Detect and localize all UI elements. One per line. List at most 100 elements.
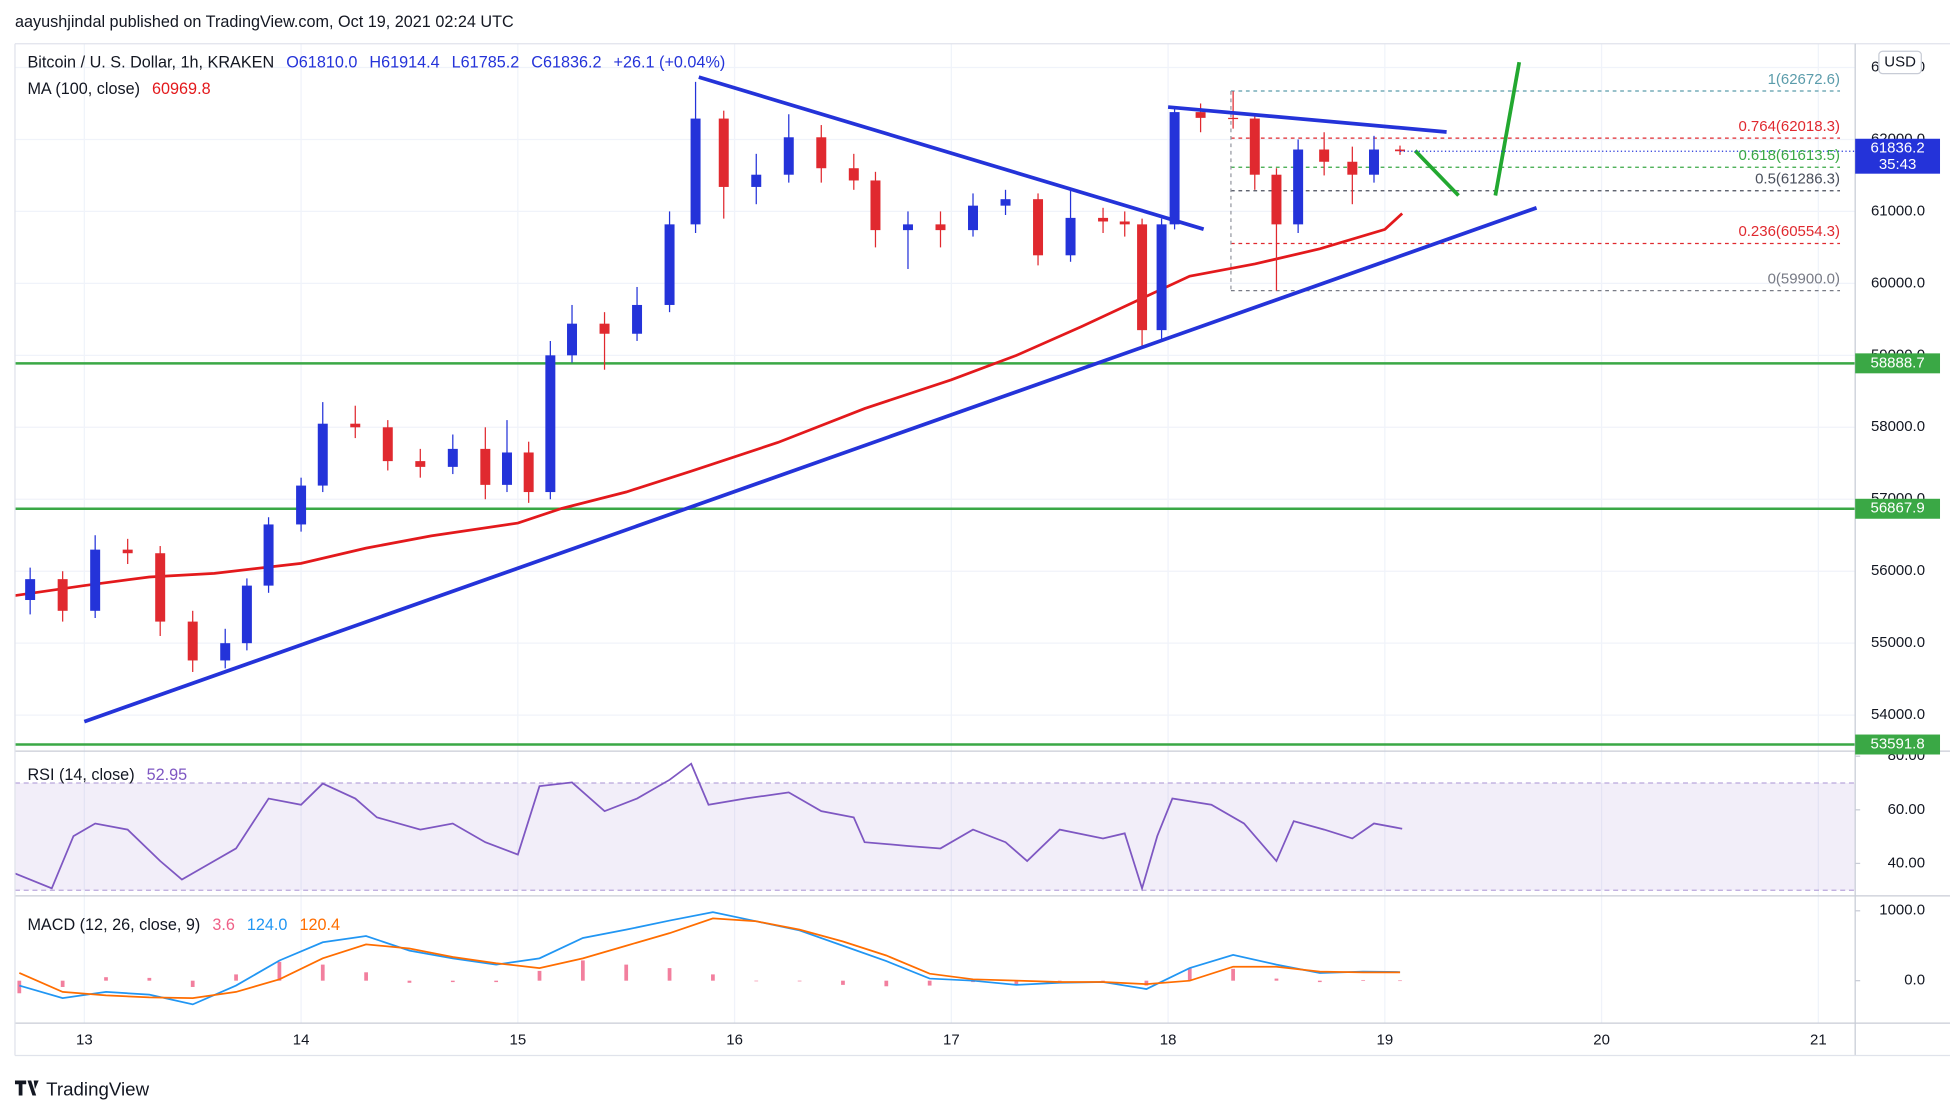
candle-body [382, 427, 393, 462]
fib-label: 0.618(61613.5) [1738, 147, 1840, 164]
logo-mark [14, 1080, 39, 1096]
candle-body [57, 579, 68, 611]
last-price-label: 61836.2 [1871, 140, 1925, 157]
legend-ma: MA (100, close) 60969.8 [27, 80, 210, 98]
macd-histogram-bar [927, 980, 932, 986]
candle-body [1369, 149, 1379, 175]
macd-histogram-bar [754, 980, 759, 982]
macd-histogram-bar [17, 980, 22, 994]
trendline [1413, 149, 1460, 197]
candle-body [25, 579, 36, 601]
macd-value: 124.0 [247, 916, 288, 934]
rsi-band [14, 783, 1856, 891]
macd-histogram-bar [667, 968, 672, 981]
last-price-tag [1855, 138, 1941, 174]
currency-box [1878, 50, 1922, 75]
fib-label: 0.764(62018.3) [1738, 118, 1840, 135]
macd-histogram-bar [407, 980, 412, 983]
candle-body [664, 224, 675, 305]
candle-body [567, 323, 578, 356]
candle-body [350, 423, 361, 428]
candle-body [599, 323, 610, 334]
low-value: L61785.2 [452, 54, 520, 72]
macd-histogram-bar [537, 970, 542, 981]
open-value: O61810.0 [286, 54, 357, 72]
candle-body [902, 224, 913, 231]
x-tick-label: 19 [1377, 1032, 1394, 1049]
signal-value: 120.4 [299, 916, 340, 934]
macd-histogram-bar [1231, 968, 1235, 981]
candle-body [968, 205, 978, 231]
y-tick-label: 58000.0 [1871, 418, 1925, 435]
macd-histogram-bar [1014, 980, 1019, 985]
candle-body [415, 461, 426, 467]
macd-histogram-bar [1057, 980, 1062, 982]
macd-histogram-bar [234, 974, 238, 981]
symbol-title: Bitcoin / U. S. Dollar, 1h, KRAKEN [27, 54, 274, 72]
close-value: C61836.2 [531, 54, 601, 72]
trendline [698, 75, 1205, 231]
macd-histogram-bar [277, 961, 282, 981]
candle-body [751, 174, 762, 187]
macd-histogram-bar [624, 964, 629, 981]
candle-body [1137, 224, 1148, 331]
candle-body [783, 137, 794, 175]
candle-body [545, 355, 556, 493]
candle-body [1000, 199, 1011, 206]
candle-body [296, 485, 307, 525]
candle-body [523, 452, 534, 493]
candle-body [1347, 161, 1358, 175]
candle-body [241, 585, 252, 644]
macd-line [18, 917, 1401, 1000]
trendline [1493, 61, 1522, 196]
candle-body [690, 118, 701, 225]
rsi-value: 52.95 [147, 766, 188, 784]
legend-macd: MACD (12, 26, close, 9) 3.6 124.0 120.4 [27, 916, 340, 934]
level-tag-label: 58888.7 [1871, 354, 1925, 371]
candle-body [502, 452, 512, 485]
fib-label: 0.5(61286.3) [1755, 171, 1840, 188]
candle-body [848, 168, 859, 181]
candle-body [816, 137, 827, 169]
x-tick-label: 15 [510, 1032, 527, 1049]
candle-body [480, 448, 491, 485]
macd-histogram-bar [1274, 978, 1279, 981]
candle-body [718, 118, 729, 187]
level-tag-label: 56867.9 [1871, 500, 1925, 517]
candle-body [1293, 149, 1304, 225]
macd-histogram-bar [711, 974, 715, 981]
currency-label: USD [1884, 53, 1916, 70]
rsi-name: RSI (14, close) [27, 766, 134, 784]
macd-histogram-bar [147, 977, 152, 981]
fib-label: 0.236(60554.3) [1738, 223, 1840, 240]
x-tick-label: 16 [726, 1032, 743, 1049]
macd-histogram-bar [60, 980, 65, 987]
candle-body [220, 643, 231, 661]
macd-line [19, 911, 1401, 1006]
candle-body [187, 621, 198, 661]
macd-histogram-bar [841, 980, 845, 985]
countdown-label: 35:43 [1879, 156, 1916, 173]
published-note: aayushjindal published on TradingView.co… [15, 13, 514, 31]
fib-label: 0(59900.0) [1768, 270, 1840, 287]
candle-body [155, 553, 166, 622]
change-value: +26.1 (+0.04%) [614, 54, 726, 72]
macd-histogram-bar [1317, 980, 1322, 983]
level-tag [1855, 353, 1941, 374]
macd-histogram-bar [1101, 980, 1105, 982]
x-tick-label: 21 [1810, 1032, 1827, 1049]
macd-histogram-bar [1398, 980, 1402, 982]
macd-histogram-bar [364, 972, 368, 981]
footer-brand: TradingView [46, 1078, 149, 1099]
legend-symbol: Bitcoin / U. S. Dollar, 1h, KRAKEN O6181… [27, 54, 725, 72]
candle-body [90, 549, 101, 611]
x-tick-label: 14 [293, 1032, 310, 1049]
candle-body [1065, 217, 1076, 256]
y-tick-label: 40.00 [1888, 854, 1925, 871]
y-tick-label: 60000.0 [1871, 274, 1925, 291]
trendline [83, 206, 1538, 724]
y-tick-label: 0.0 [1904, 972, 1925, 989]
